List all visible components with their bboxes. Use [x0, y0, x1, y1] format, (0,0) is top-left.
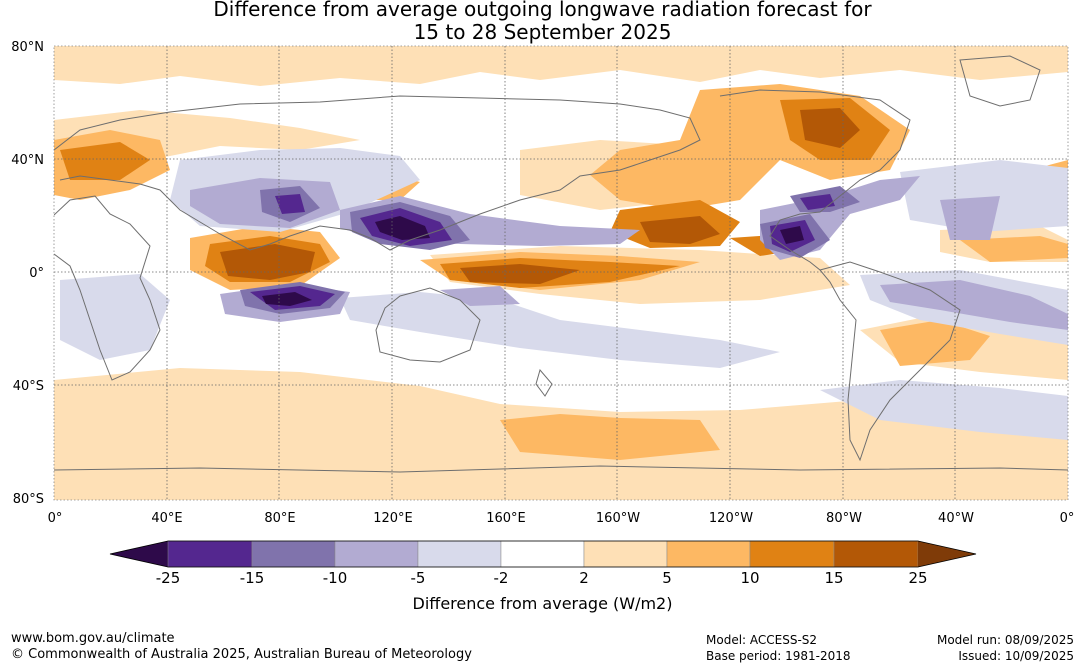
- footer-model-run: Model run: 08/09/2025: [936, 633, 1074, 647]
- lon-label: 0°: [48, 511, 63, 526]
- lon-label: 120°W: [709, 511, 753, 526]
- footer-copyright: © Commonwealth of Australia 2025, Austra…: [11, 647, 472, 662]
- lon-label: 160°W: [596, 511, 640, 526]
- colorbar-segment: [334, 540, 419, 568]
- lon-label: 160°E: [486, 511, 526, 526]
- colorbar-outline: [109, 540, 977, 568]
- lon-label: 80°W: [826, 511, 862, 526]
- colorbar: [109, 540, 977, 568]
- colorbar-tick-labels: -25 -15 -10 -5 -2 2 5 10 15 25: [156, 569, 928, 587]
- coastlines: [54, 55, 1068, 473]
- lon-label: 40°W: [938, 511, 974, 526]
- lat-label: 0°: [29, 266, 44, 281]
- colorbar-tick-label: 25: [908, 569, 927, 587]
- colorbar-segment: [251, 540, 336, 568]
- colorbar-low-extension: [110, 541, 168, 567]
- colorbar-tick-label: -5: [411, 569, 426, 587]
- footer-base-period: Base period: 1981-2018: [706, 649, 851, 663]
- gridlines: [54, 46, 1068, 500]
- anomaly-below-neg25-regions: [262, 216, 804, 306]
- latitude-labels: 80°N 40°N 0° 40°S 80°S: [11, 40, 44, 507]
- colorbar-high-extension: [918, 541, 976, 567]
- anomaly-15-to-25-regions: [220, 108, 860, 284]
- lat-label: 80°S: [13, 492, 44, 507]
- lon-label: 80°E: [264, 511, 295, 526]
- colorbar-segment: [833, 540, 919, 568]
- colorbar-tick-label: -2: [494, 569, 509, 587]
- lat-label: 40°N: [11, 153, 44, 168]
- colorbar-tick-label: 15: [824, 569, 843, 587]
- colorbar-title: Difference from average (W/m2): [412, 594, 673, 613]
- colorbar-segment: [417, 540, 502, 568]
- map-frame: [53, 45, 1069, 501]
- colorbar-tick-label: -10: [323, 569, 348, 587]
- lon-label: 120°E: [373, 511, 413, 526]
- colorbar-tick-label: 2: [579, 569, 589, 587]
- colorbar-segment: [749, 540, 835, 568]
- colorbar-tick-label: -15: [240, 569, 265, 587]
- colorbar-segment: [583, 540, 668, 568]
- map-plot-area: [54, 46, 1068, 500]
- lat-label: 80°N: [11, 40, 44, 55]
- lat-label: 40°S: [13, 379, 44, 394]
- colorbar-tick-label: 5: [662, 569, 672, 587]
- map-title-line1: Difference from average outgoing longwav…: [213, 0, 872, 21]
- footer-model: Model: ACCESS-S2: [706, 633, 818, 647]
- colorbar-segment: [500, 540, 585, 568]
- colorbar-tick-label: -25: [156, 569, 181, 587]
- colorbar-segment: [167, 540, 253, 568]
- map-title-line2: 15 to 28 September 2025: [413, 20, 672, 44]
- footer-issued: Issued: 10/09/2025: [958, 649, 1074, 663]
- longitude-labels: 0° 40°E 80°E 120°E 160°E 160°W 120°W 80°…: [48, 511, 1075, 526]
- lon-label: 0°: [1060, 511, 1075, 526]
- colorbar-segment: [666, 540, 751, 568]
- lon-label: 40°E: [151, 511, 182, 526]
- colorbar-tick-label: 10: [740, 569, 759, 587]
- footer-website: www.bom.gov.au/climate: [11, 631, 175, 646]
